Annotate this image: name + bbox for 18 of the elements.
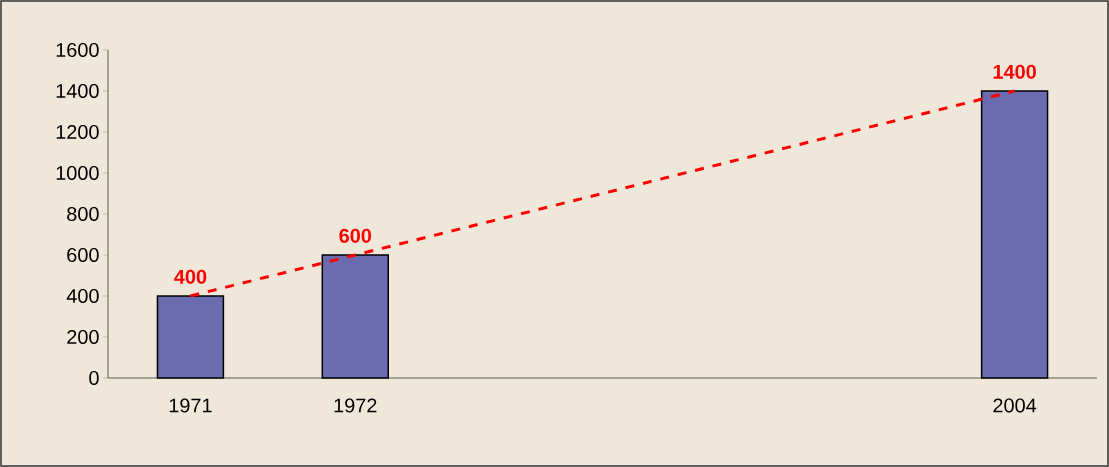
- data-label: 1400: [993, 64, 1036, 79]
- y-tick-label: 600: [67, 247, 99, 263]
- x-tick-label: 1972: [334, 398, 377, 413]
- bar: [321, 254, 389, 379]
- y-tick-label: 1000: [56, 165, 99, 181]
- y-tick-label: 0: [89, 370, 99, 386]
- y-tick-label: 800: [67, 206, 99, 222]
- y-tick-label: 1600: [56, 42, 99, 58]
- y-tick-label: 1400: [56, 83, 99, 99]
- bar: [156, 295, 225, 379]
- data-label: 600: [339, 228, 372, 243]
- bar: [980, 90, 1049, 379]
- x-tick-label: 1971: [169, 398, 212, 413]
- y-tick-label: 1200: [56, 124, 99, 140]
- y-tick-label: 400: [66, 288, 99, 304]
- data-label: 400: [174, 269, 207, 284]
- y-tick-label: 200: [67, 329, 99, 345]
- x-tick-label: 2004: [993, 398, 1037, 413]
